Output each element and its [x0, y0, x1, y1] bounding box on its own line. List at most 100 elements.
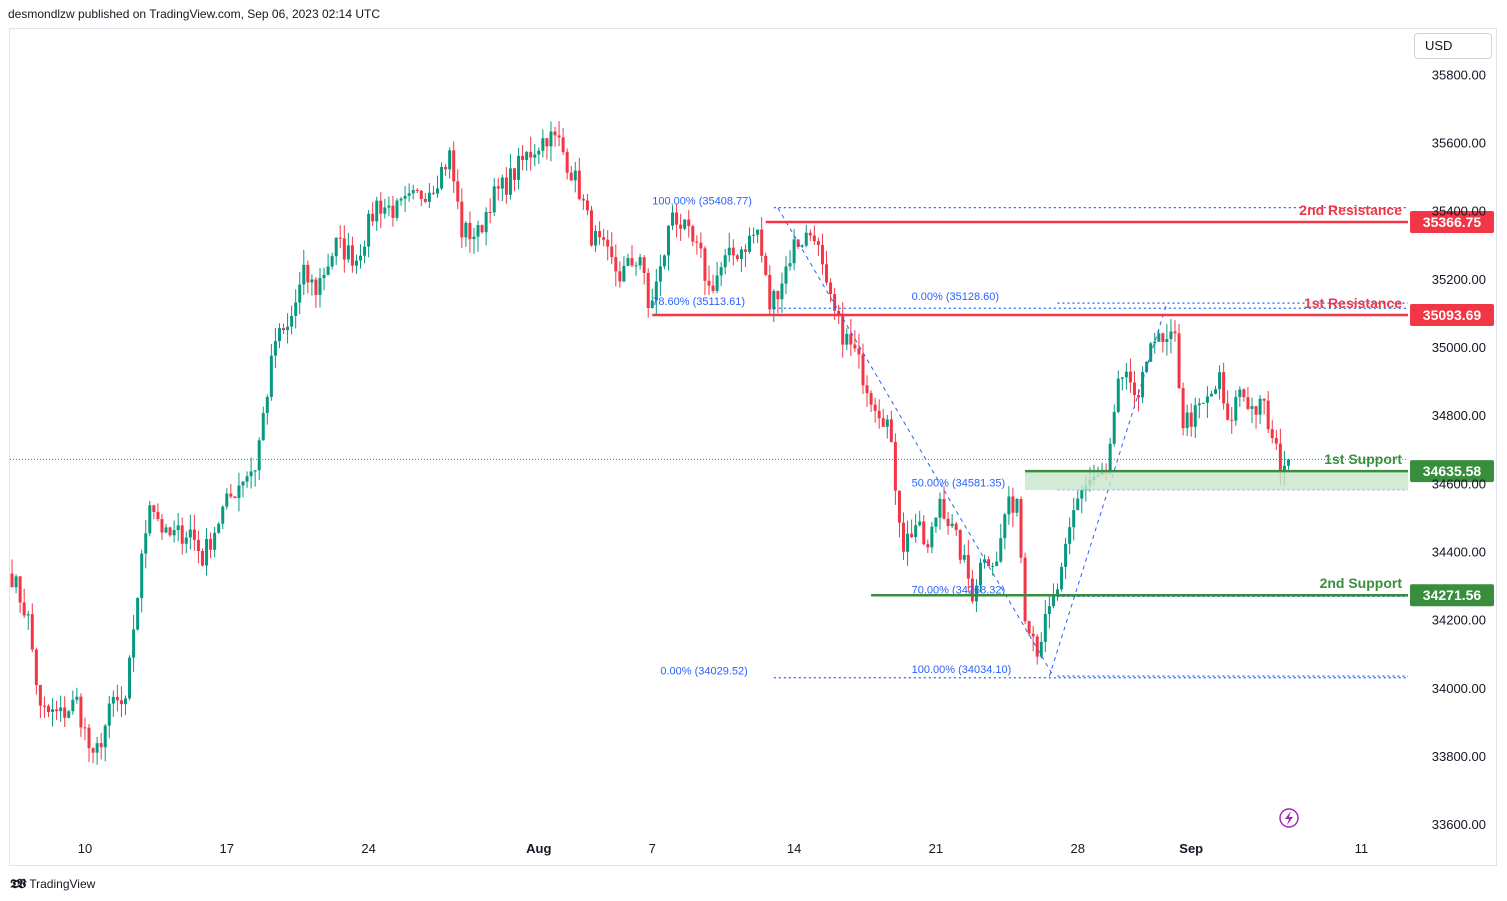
lightning-icon[interactable] — [1279, 808, 1299, 828]
candle-body — [460, 201, 464, 238]
candle-body — [472, 236, 476, 240]
level-price: 35093.69 — [1423, 307, 1482, 323]
candle-body — [857, 348, 861, 355]
candle-body — [51, 709, 55, 712]
candle-body — [772, 290, 776, 310]
candle-body — [978, 562, 982, 586]
candle-body — [768, 274, 772, 310]
candle-body — [1124, 371, 1128, 378]
candle-body — [1286, 459, 1290, 466]
candle-body — [723, 255, 727, 268]
candle-body — [910, 533, 914, 538]
candle-body — [1238, 389, 1242, 398]
fib-label: 100.00% (34034.10) — [912, 664, 1012, 676]
candle-body — [496, 186, 500, 189]
price-tick: 35200.00 — [1432, 272, 1486, 287]
candle-body — [642, 257, 646, 273]
candle-body — [585, 200, 589, 211]
candle-body — [707, 280, 711, 286]
candle-body — [1197, 403, 1201, 406]
candle-body — [849, 333, 853, 345]
time-tick: 14 — [787, 841, 801, 856]
candle-body — [804, 232, 808, 246]
price-tick: 33600.00 — [1432, 817, 1486, 832]
candle-body — [691, 226, 695, 242]
candle-body — [310, 279, 314, 283]
candle-body — [342, 238, 346, 260]
level-price: 34635.58 — [1423, 463, 1482, 479]
publish-info: desmondlzw published on TradingView.com,… — [8, 7, 381, 21]
candle-body — [91, 748, 95, 753]
candle-body — [565, 152, 569, 173]
candle-body — [334, 237, 338, 257]
candle-body — [792, 239, 796, 264]
candle-body — [22, 602, 26, 616]
candle-body — [221, 506, 225, 524]
candle-body — [103, 725, 107, 748]
candle-body — [966, 554, 970, 579]
candle-body — [229, 493, 233, 497]
candle-body — [573, 170, 577, 181]
candle-body — [735, 255, 739, 259]
candle-body — [480, 225, 484, 233]
time-tick: 11 — [1355, 841, 1369, 856]
candle-body — [675, 212, 679, 225]
candle-body — [277, 328, 281, 342]
candle-body — [1250, 406, 1254, 409]
currency-selector[interactable]: USD — [1414, 33, 1492, 59]
candle-body — [1165, 339, 1169, 342]
candle-body — [885, 419, 889, 427]
candles — [10, 121, 1290, 765]
candle-body — [136, 597, 140, 630]
candle-body — [926, 544, 930, 548]
fib-label: 100.00% (35408.77) — [652, 196, 752, 208]
price-tick: 34600.00 — [1432, 476, 1486, 491]
candle-body — [865, 385, 869, 394]
candle-body — [853, 344, 857, 349]
candle-body — [168, 527, 172, 536]
candle-body — [107, 703, 111, 726]
candle-body — [557, 135, 561, 138]
candle-body — [172, 530, 176, 536]
candle-body — [411, 189, 415, 194]
candle-body — [476, 225, 480, 237]
candle-body — [468, 222, 472, 240]
level-price: 35366.75 — [1423, 214, 1482, 230]
candle-body — [346, 245, 350, 260]
candle-body — [1128, 371, 1132, 383]
candle-body — [622, 265, 626, 282]
candle-body — [1205, 396, 1209, 403]
candle-body — [1193, 405, 1197, 427]
candle-body — [1051, 594, 1055, 607]
candle-body — [415, 189, 419, 191]
fib-trend-line — [777, 207, 1054, 677]
candle-body — [431, 192, 435, 194]
candle-body — [140, 553, 144, 598]
candle-body — [934, 517, 938, 527]
candle-body — [581, 198, 585, 201]
candle-body — [537, 150, 541, 155]
candle-body — [841, 315, 845, 345]
candle-body — [180, 525, 184, 544]
candle-body — [1209, 393, 1213, 397]
candle-body — [1112, 411, 1116, 444]
candle-body — [1027, 621, 1031, 634]
time-tick: Sep — [1179, 841, 1203, 856]
candle-body — [897, 490, 901, 523]
level-name: 2nd Resistance — [1299, 202, 1402, 218]
candle-body — [561, 137, 565, 153]
candle-body — [383, 207, 387, 214]
price-tick: 34800.00 — [1432, 408, 1486, 423]
candle-body — [298, 284, 302, 303]
candle-body — [545, 138, 549, 147]
candle-body — [881, 418, 885, 427]
candle-body — [1019, 498, 1023, 558]
footer: 𝕿𝖁 TradingView — [10, 876, 95, 892]
candle-body — [456, 181, 460, 202]
candle-body — [164, 527, 168, 533]
candle-body — [217, 523, 221, 533]
support-zone — [1025, 471, 1408, 491]
candle-body — [245, 476, 249, 482]
level-price-tag — [1410, 584, 1494, 607]
